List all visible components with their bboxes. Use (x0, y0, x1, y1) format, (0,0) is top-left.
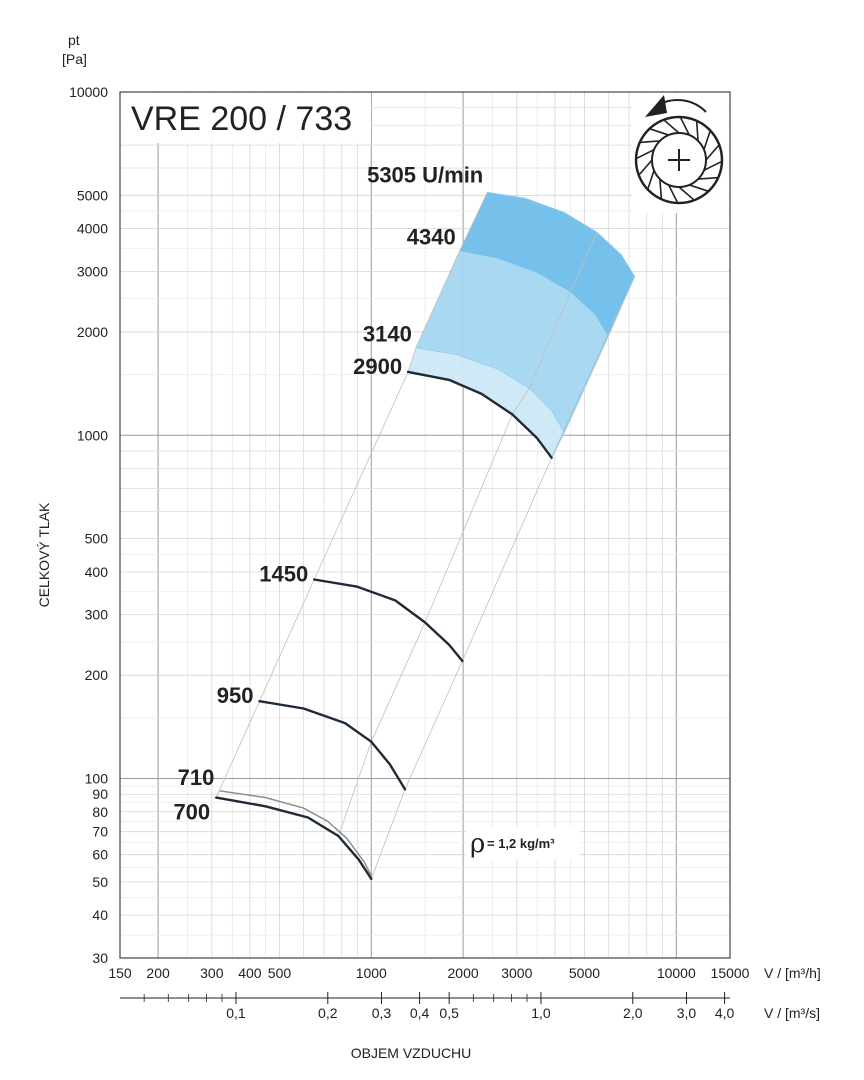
curve-700 (214, 796, 373, 881)
y-axis-unit: [Pa] (62, 51, 87, 67)
high-speed-zones (408, 191, 636, 458)
x-tick-label-h: 1000 (356, 965, 387, 981)
x-tick-label-s: 0,4 (410, 1005, 430, 1021)
fan-blade (703, 161, 722, 172)
y-tick-label: 3000 (77, 263, 108, 279)
speed-label-700: 700 (173, 800, 210, 825)
y-tick-label: 400 (85, 564, 109, 580)
y-tick-label: 90 (92, 786, 108, 802)
y-tick-labels: 10000 5000 4000 3000 2000 1000 500 400 300 200 100… (69, 84, 108, 966)
y-tick-label: 10000 (69, 84, 108, 100)
fan-blade (705, 145, 720, 161)
y-tick-label: 50 (92, 874, 108, 890)
x-tick-label-h: 150 (108, 965, 132, 981)
y-axis-title: CELKOVÝ TLAK (36, 502, 52, 607)
y-tick-label: 70 (92, 824, 108, 840)
y-tick-label: 100 (85, 771, 109, 787)
y-tick-label: 1000 (77, 427, 108, 443)
fan-blade (664, 119, 680, 134)
speed-zone-4340 (415, 250, 609, 433)
x-tick-label-h: 10000 (657, 965, 696, 981)
y-tick-label: 60 (92, 847, 108, 863)
x-tick-label-s: 0,5 (439, 1005, 459, 1021)
fan-blade (678, 186, 694, 201)
fan-blade (703, 131, 711, 150)
speed-zone-3140 (408, 347, 565, 458)
y-axis-symbol: pt (68, 32, 80, 48)
y-tick-label: 40 (92, 907, 108, 923)
x-tick-label-h: 15000 (711, 965, 750, 981)
fan-blade (680, 117, 691, 136)
x-tick-label-h: 300 (200, 965, 224, 981)
x-tick-label-h: 200 (146, 965, 170, 981)
fan-curves (214, 370, 553, 881)
x-tick-label-s: 0,1 (226, 1005, 246, 1021)
speed-labels: 700 710 950 1450 2900 3140 4340 5305 U/min (173, 162, 483, 824)
fan-blade (636, 148, 655, 159)
fan-rotation-icon (632, 93, 729, 213)
fan-blade (659, 179, 663, 199)
speed-label-5305: 5305 U/min (367, 162, 483, 187)
density-symbol: ρ (470, 829, 485, 859)
speed-label-2900: 2900 (353, 354, 402, 379)
x-tick-label-h: 400 (238, 965, 262, 981)
x-axis-unit-h: V / [m³/h] (764, 965, 821, 981)
x-tick-label-s: 1,0 (531, 1005, 551, 1021)
fan-blade (667, 184, 678, 203)
plot-frame (119, 91, 731, 959)
y-tick-label: 80 (92, 804, 108, 820)
y-tick-label: 2000 (77, 324, 108, 340)
x-tick-label-h: 2000 (448, 965, 479, 981)
title-box (121, 93, 371, 143)
x-axis-unit-s: V / [m³/s] (764, 1005, 820, 1021)
speed-zone-5305 (459, 192, 635, 336)
x-tick-label-s: 0,2 (318, 1005, 338, 1021)
rotation-arrow-icon (645, 95, 667, 117)
speed-label-3140: 3140 (363, 322, 412, 347)
x-tick-labels-s: 0,1 0,2 0,3 0,4 0,5 1,0 2,0 3,0 4,0 (143, 992, 735, 1021)
y-tick-label: 4000 (77, 221, 108, 237)
x-tick-label-s: 0,3 (372, 1005, 392, 1021)
x-tick-label-s: 2,0 (623, 1005, 643, 1021)
fan-blade (695, 121, 699, 141)
curve-1450 (313, 578, 464, 663)
speed-zone-edge-4340 (459, 250, 610, 336)
speed-label-950: 950 (217, 683, 254, 708)
fan-blade (638, 159, 653, 175)
speed-label-710: 710 (178, 765, 215, 790)
x-axis-title: OBJEM VZDUCHU (351, 1045, 472, 1061)
x-tick-labels-h: 150 200 300 400 500 1000 2000 3000 5000 10000 1500… (108, 965, 749, 981)
density-label: = 1,2 kg/m³ (487, 836, 555, 851)
fan-blade (689, 184, 708, 192)
x-tick-label-h: 5000 (569, 965, 600, 981)
curve-2900 (406, 370, 553, 459)
y-tick-label: 300 (85, 607, 109, 623)
x-tick-label-h: 3000 (501, 965, 532, 981)
x-tick-label-s: 4,0 (715, 1005, 735, 1021)
y-tick-label: 30 (92, 950, 108, 966)
fan-blade (698, 176, 718, 180)
fan-blade (647, 170, 655, 189)
x-tick-label-h: 500 (268, 965, 292, 981)
y-tick-label: 5000 (77, 187, 108, 203)
grid (120, 92, 730, 958)
curve-710 (219, 790, 372, 877)
curve-950 (258, 700, 407, 791)
density-box (466, 827, 580, 859)
speed-zone-right-edge (551, 276, 636, 458)
y-tick-label: 200 (85, 667, 109, 683)
speed-label-1450: 1450 (259, 562, 308, 587)
chart-title: VRE 200 / 733 (131, 100, 352, 138)
fan-blade (650, 128, 669, 136)
speed-label-4340: 4340 (407, 225, 456, 250)
fan-blade (640, 140, 660, 144)
y-tick-label: 500 (85, 531, 109, 547)
speed-zone-edge-5305 (487, 191, 636, 277)
fan-blade-icon (636, 117, 722, 203)
x-tick-label-s: 3,0 (677, 1005, 697, 1021)
